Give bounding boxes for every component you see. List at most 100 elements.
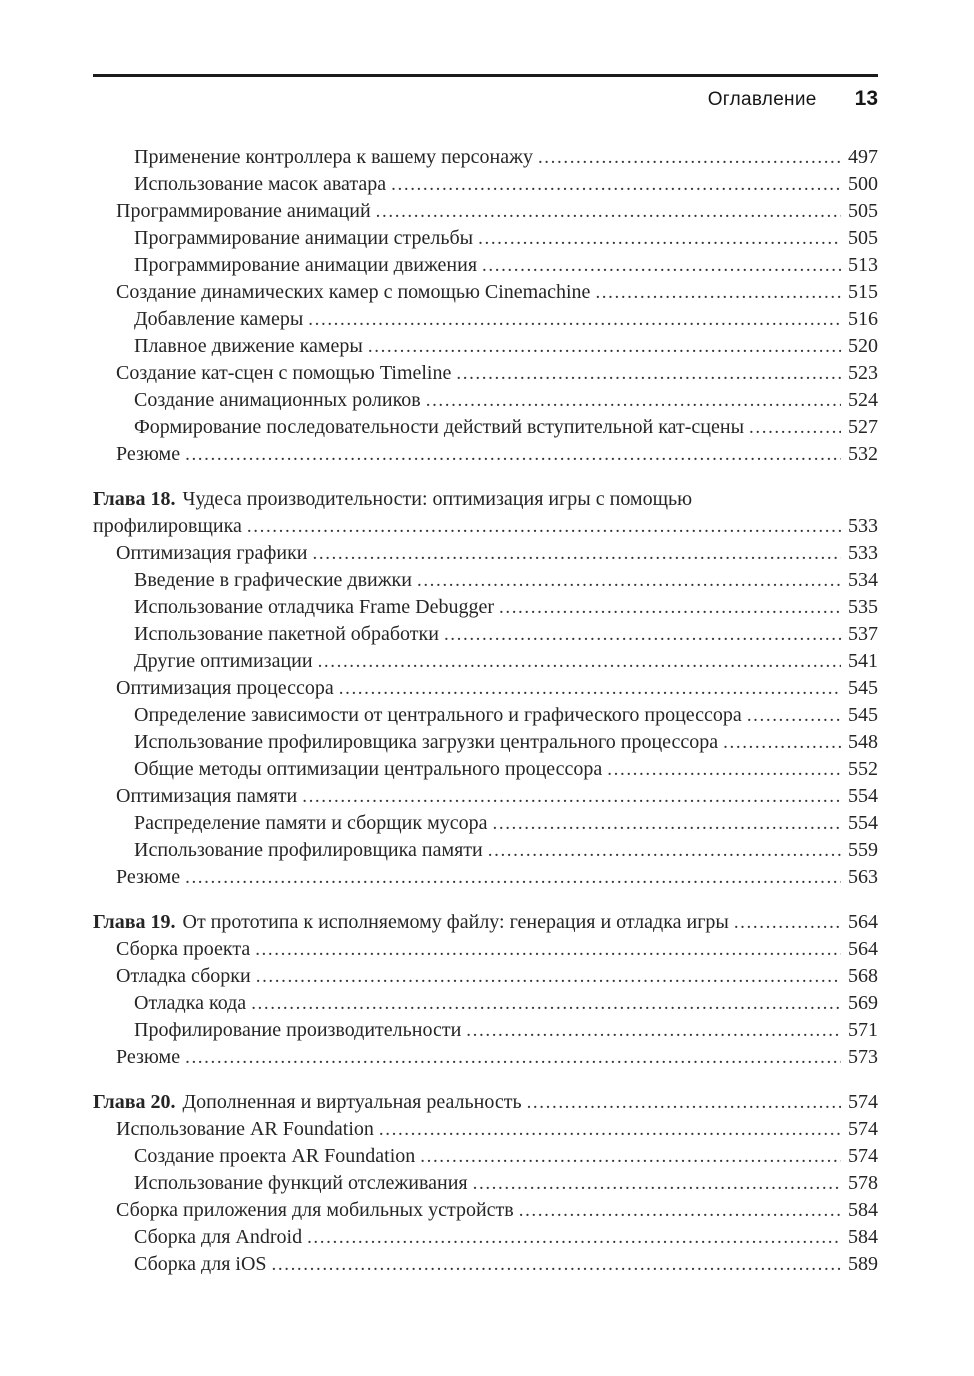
entry-page-number: 545 bbox=[848, 677, 878, 699]
toc-entry: Отладка сборки 568 bbox=[93, 963, 878, 990]
dot-leader bbox=[538, 144, 841, 171]
entry-page-number: 545 bbox=[848, 704, 878, 726]
entry-title: Оптимизация графики bbox=[116, 542, 308, 564]
entry-page-number: 548 bbox=[848, 731, 878, 753]
entry-title: профилировщика bbox=[93, 515, 242, 537]
dot-leader bbox=[527, 1089, 841, 1116]
entry-title: Программирование анимации стрельбы bbox=[134, 227, 474, 249]
entry-page-number: 505 bbox=[848, 200, 878, 222]
entry-page-number: 524 bbox=[848, 389, 878, 411]
entry-page-number: 515 bbox=[848, 281, 878, 303]
dot-leader bbox=[255, 936, 841, 963]
entry-page-number: 573 bbox=[848, 1046, 878, 1068]
dot-leader bbox=[444, 621, 841, 648]
dot-leader bbox=[376, 198, 841, 225]
chapter-prefix: Глава 20. bbox=[93, 1091, 176, 1113]
entry-page-number: 571 bbox=[848, 1019, 878, 1041]
entry-page-number: 574 bbox=[848, 1118, 878, 1140]
dot-leader bbox=[308, 306, 841, 333]
entry-title: Профилирование производительности bbox=[134, 1019, 462, 1041]
entry-title: Распределение памяти и сборщик мусора bbox=[134, 812, 488, 834]
entry-title: Сборка приложения для мобильных устройст… bbox=[116, 1199, 514, 1221]
toc-entry: Глава 18. Чудеса производительности: опт… bbox=[93, 486, 878, 513]
entry-page-number: 559 bbox=[848, 839, 878, 861]
running-head-title: Оглавление bbox=[707, 89, 817, 110]
toc-entry: Профилирование производительности 571 bbox=[93, 1017, 878, 1044]
entry-page-number: 505 bbox=[848, 227, 878, 249]
entry-page-number: 574 bbox=[848, 1091, 878, 1113]
dot-leader bbox=[379, 1116, 841, 1143]
entry-page-number: 564 bbox=[848, 911, 878, 933]
entry-page-number: 541 bbox=[848, 650, 878, 672]
dot-leader bbox=[499, 594, 841, 621]
entry-page-number: 520 bbox=[848, 335, 878, 357]
entry-page-number: 537 bbox=[848, 623, 878, 645]
dot-leader bbox=[185, 1044, 841, 1071]
entry-title: Применение контроллера к вашему персонаж… bbox=[134, 146, 533, 168]
dot-leader bbox=[482, 252, 841, 279]
dot-leader bbox=[272, 1251, 841, 1278]
toc-entry: Использование профилировщика памяти 559 bbox=[93, 837, 878, 864]
toc-entry: Использование отладчика Frame Debugger 5… bbox=[93, 594, 878, 621]
toc-entry: Резюме 532 bbox=[93, 441, 878, 468]
entry-page-number: 516 bbox=[848, 308, 878, 330]
entry-title: Использование отладчика Frame Debugger bbox=[134, 596, 494, 618]
toc-entry: Плавное движение камеры 520 bbox=[93, 333, 878, 360]
dot-leader bbox=[488, 837, 841, 864]
entry-title: Введение в графические движки bbox=[134, 569, 412, 591]
entry-title: Добавление камеры bbox=[134, 308, 304, 330]
entry-title: Оптимизация процессора bbox=[116, 677, 334, 699]
dot-leader bbox=[339, 675, 841, 702]
entry-page-number: 568 bbox=[848, 965, 878, 987]
entry-page-number: 497 bbox=[848, 146, 878, 168]
entry-page-number: 500 bbox=[848, 173, 878, 195]
entry-title: Резюме bbox=[116, 1046, 181, 1068]
entry-page-number: 535 bbox=[848, 596, 878, 618]
toc-entry: Распределение памяти и сборщик мусора 55… bbox=[93, 810, 878, 837]
dot-leader bbox=[466, 1017, 841, 1044]
entry-page-number: 533 bbox=[848, 515, 878, 537]
toc-entry: Программирование анимаций 505 bbox=[93, 198, 878, 225]
toc-entry: Резюме 563 bbox=[93, 864, 878, 891]
entry-title: Программирование анимации движения bbox=[134, 254, 478, 276]
dot-leader bbox=[426, 387, 841, 414]
entry-title: Создание динамических камер с помощью Ci… bbox=[116, 281, 591, 303]
entry-title: Плавное движение камеры bbox=[134, 335, 363, 357]
entry-page-number: 584 bbox=[848, 1199, 878, 1221]
toc-entry: Оптимизация процессора 545 bbox=[93, 675, 878, 702]
entry-title: Использование пакетной обработки bbox=[134, 623, 439, 645]
page-number: 13 bbox=[854, 87, 878, 110]
entry-title: Использование функций отслеживания bbox=[134, 1172, 468, 1194]
dot-leader bbox=[595, 279, 841, 306]
toc-entry: профилировщика 533 bbox=[93, 513, 878, 540]
dot-leader bbox=[519, 1197, 841, 1224]
dot-leader bbox=[251, 990, 841, 1017]
dot-leader bbox=[723, 729, 841, 756]
entry-page-number: 574 bbox=[848, 1145, 878, 1167]
toc-entry: Сборка проекта 564 bbox=[93, 936, 878, 963]
entry-title: Сборка проекта bbox=[116, 938, 251, 960]
toc-entry: Использование функций отслеживания 578 bbox=[93, 1170, 878, 1197]
toc-entry: Сборка для iOS 589 bbox=[93, 1251, 878, 1278]
entry-page-number: 584 bbox=[848, 1226, 878, 1248]
dot-leader bbox=[493, 810, 842, 837]
entry-title: Сборка для Android bbox=[134, 1226, 303, 1248]
entry-title: Резюме bbox=[116, 866, 181, 888]
dot-leader bbox=[247, 513, 841, 540]
entry-title: Резюме bbox=[116, 443, 181, 465]
toc-list: Применение контроллера к вашему персонаж… bbox=[93, 144, 878, 1278]
entry-title: Дополненная и виртуальная реальность bbox=[182, 1091, 522, 1113]
toc-entry: Определение зависимости от центрального … bbox=[93, 702, 878, 729]
entry-page-number: 589 bbox=[848, 1253, 878, 1275]
toc-entry: Добавление камеры 516 bbox=[93, 306, 878, 333]
dot-leader bbox=[607, 756, 841, 783]
entry-title: Программирование анимаций bbox=[116, 200, 371, 222]
entry-title: Использование масок аватара bbox=[134, 173, 387, 195]
entry-page-number: 552 bbox=[848, 758, 878, 780]
dot-leader bbox=[318, 648, 841, 675]
entry-title: Определение зависимости от центрального … bbox=[134, 704, 742, 726]
entry-page-number: 554 bbox=[848, 812, 878, 834]
entry-page-number: 513 bbox=[848, 254, 878, 276]
entry-title: Отладка сборки bbox=[116, 965, 251, 987]
